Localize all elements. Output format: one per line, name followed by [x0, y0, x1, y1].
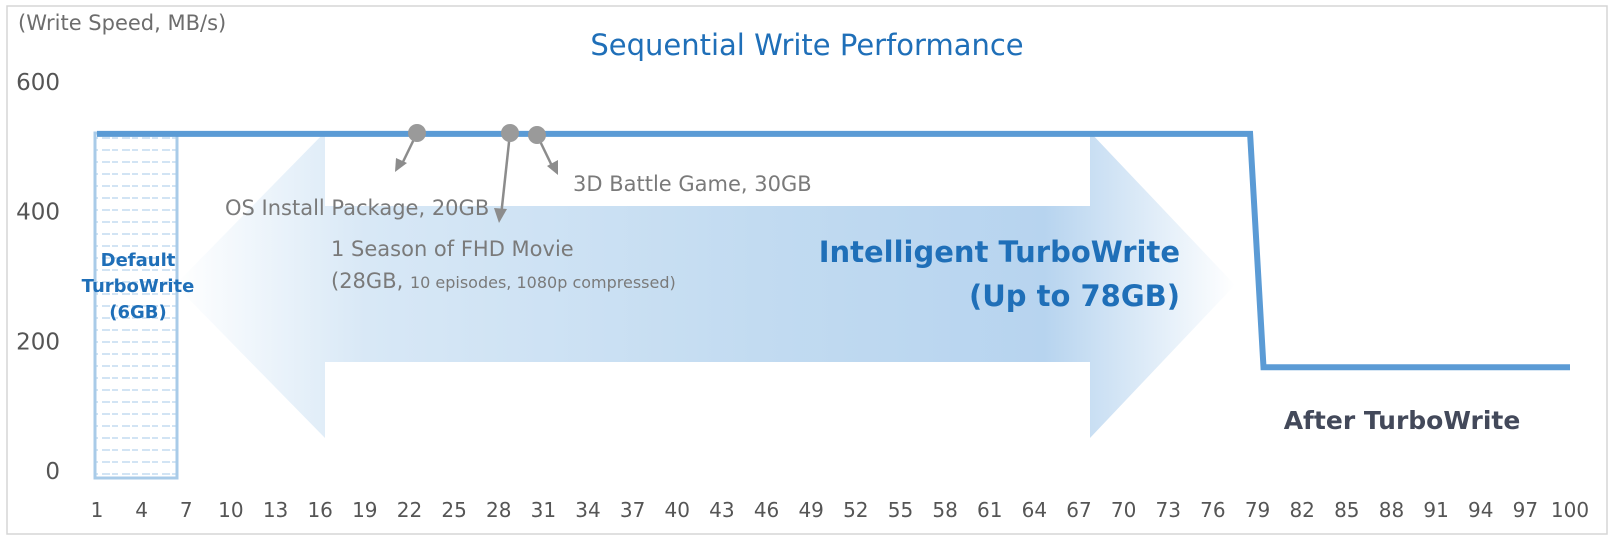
x-tick-label: 19: [352, 498, 377, 522]
chart-title: Sequential Write Performance: [590, 28, 1023, 62]
x-tick-label: 55: [888, 498, 913, 522]
x-tick-label: 25: [441, 498, 466, 522]
y-tick-label: 0: [45, 459, 60, 485]
x-tick-label: 49: [798, 498, 823, 522]
x-tick-label: 4: [135, 498, 148, 522]
annotation-pointers: [395, 124, 558, 223]
fhd-movie-label-line2: (28GB, 10 episodes, 1080p compressed): [331, 269, 676, 293]
x-tick-label: 76: [1200, 498, 1225, 522]
x-tick-label: 70: [1111, 498, 1136, 522]
default-turbowrite-label-line1: Default: [101, 250, 176, 271]
x-tick-label: 1: [91, 498, 104, 522]
x-tick-label: 91: [1423, 498, 1448, 522]
battle-game-label: 3D Battle Game, 30GB: [573, 172, 812, 196]
battle-game-marker: [528, 126, 546, 144]
intelligent-turbowrite-label-line2: (Up to 78GB): [969, 279, 1180, 313]
write-speed-line: [97, 130, 1570, 371]
x-tick-label: 94: [1468, 498, 1493, 522]
x-tick-label: 28: [486, 498, 511, 522]
x-tick-label: 34: [575, 498, 600, 522]
chart-border: [6, 5, 1608, 535]
default-turbowrite-box: [93, 131, 179, 480]
x-tick-label: 13: [263, 498, 288, 522]
x-tick-label: 64: [1022, 498, 1047, 522]
fhd-movie-label-size: (28GB,: [331, 269, 410, 293]
battle-game-arrowhead: [547, 160, 558, 175]
fhd-movie-label-line1: 1 Season of FHD Movie: [331, 237, 574, 261]
x-tick-label: 52: [843, 498, 868, 522]
x-tick-label: 97: [1513, 498, 1538, 522]
x-tick-label: 40: [665, 498, 690, 522]
y-tick-label: 400: [16, 200, 60, 226]
default-turbowrite-label-line2: TurboWrite: [82, 276, 195, 297]
fhd-movie-arrowhead: [494, 208, 507, 223]
after-turbowrite-label: After TurboWrite: [1284, 406, 1521, 435]
x-tick-label: 85: [1334, 498, 1359, 522]
x-tick-label: 58: [932, 498, 957, 522]
x-tick-label: 82: [1289, 498, 1314, 522]
y-axis-label: (Write Speed, MB/s): [18, 11, 226, 35]
os-install-label: OS Install Package, 20GB: [225, 196, 489, 220]
intelligent-turbowrite-label-line1: Intelligent TurboWrite: [819, 235, 1180, 269]
x-tick-label: 7: [180, 498, 193, 522]
x-tick-label: 67: [1066, 498, 1091, 522]
fhd-movie-pointer: [499, 132, 512, 217]
fhd-movie-marker: [501, 124, 519, 142]
x-tick-label: 43: [709, 498, 734, 522]
default-turbowrite-label-line3: (6GB): [109, 302, 166, 323]
x-tick-label: 100: [1551, 498, 1589, 522]
os-install-arrowhead: [395, 158, 407, 172]
x-tick-label: 31: [531, 498, 556, 522]
x-tick-label: 16: [307, 498, 332, 522]
x-tick-label: 61: [977, 498, 1002, 522]
intelligent-turbowrite-arrow: [175, 132, 1235, 438]
x-tick-label: 73: [1156, 498, 1181, 522]
x-tick-label: 46: [754, 498, 779, 522]
y-tick-label: 200: [16, 329, 60, 355]
x-axis-ticks: 1 4 7 10 13 16 19 22 25 28 31 34 37 40 43 46 49 52 55 58 61 6…: [91, 498, 1589, 522]
x-tick-label: 10: [218, 498, 243, 522]
x-tick-label: 79: [1245, 498, 1270, 522]
x-tick-label: 88: [1379, 498, 1404, 522]
x-tick-label: 22: [397, 498, 422, 522]
y-tick-label: 600: [16, 70, 60, 96]
y-axis-ticks: 0 200 400 600: [16, 70, 60, 485]
fhd-movie-label-detail: 10 episodes, 1080p compressed): [410, 273, 676, 292]
x-tick-label: 37: [620, 498, 645, 522]
os-install-marker: [408, 124, 426, 142]
